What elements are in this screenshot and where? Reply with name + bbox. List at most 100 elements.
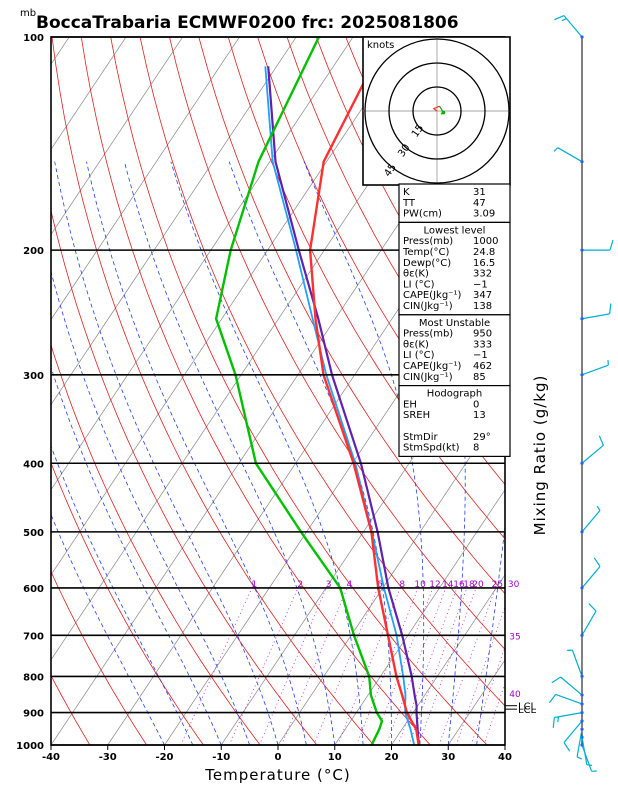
pressure-tick-label: 1000 [16,741,44,752]
mixing-ratio-label: 2 [297,580,303,590]
wind-level-dot [580,35,584,39]
mixing-ratio-line [180,587,253,745]
mixing-ratio-label: 8 [399,580,405,590]
wind-barb [571,649,583,677]
wind-barb-flag [554,15,565,21]
index-name: EH [403,399,417,410]
index-name: Temp(°C) [402,247,450,258]
index-name: PW(cm) [403,209,442,220]
wind-barb [576,729,583,757]
wind-level-dot [580,702,584,706]
wind-level-dot [580,160,584,164]
mixing-ratio-label: 6 [377,580,383,590]
mixing-ratio-label: 25 [492,580,503,590]
index-name: StmSpd(kt) [403,443,460,454]
index-name: CAPE(Jkg⁻¹) [403,361,461,372]
mixing-ratio-label: 1 [251,580,257,590]
mixing-ratio-line [372,587,434,745]
isotherm-line [51,37,354,491]
wind-barb-flag [593,557,601,567]
index-name: Press(mb) [403,329,453,340]
pressure-unit-label: mb [20,8,36,19]
wind-level-dot [580,719,584,723]
wind-barb-flag [576,756,583,760]
moist-adiabat-line [170,161,364,745]
isotherm-line [51,37,70,65]
mixing-ratio-label: 4 [347,580,353,590]
moist-adiabat-line [51,444,194,745]
mixing-ratio-label: 18 [463,580,475,590]
moist-adiabat-line [86,161,307,745]
wind-barb-flag [548,694,557,704]
isotherm-line [504,744,505,745]
moist-adiabat-line [303,161,425,745]
mixing-ratio-label: 30 [508,580,520,590]
mixing-ratio-label: 35 [509,632,520,642]
x-axis-label: Temperature (°C) [204,766,350,784]
mixing-ratio-line [259,587,327,745]
isotherm-line [51,37,127,151]
index-value: 1000 [473,236,498,247]
pressure-tick-label: 400 [23,459,44,470]
lcl-label: LCL [518,702,537,713]
index-value: 29° [473,432,491,443]
mixing-ratio-label: 12 [429,580,440,590]
index-section [398,385,511,458]
wind-level-dot [580,674,584,678]
mixing-ratio-line [483,682,505,745]
wind-barb-flag [609,239,614,251]
mixing-ratio-line [281,587,348,745]
index-value: 3.09 [473,209,495,220]
index-section [398,183,511,224]
dry-adiabat-line [51,461,204,745]
isotherm-line [334,489,505,745]
index-value: 462 [473,361,492,372]
dry-adiabat-line [590,5,618,760]
mixing-ratio-label: 20 [472,580,484,590]
wind-barb [557,147,583,163]
wind-barb-flag [553,147,559,152]
index-section-header: Lowest level [424,225,486,236]
wind-barb [581,744,593,772]
index-value: −1 [473,350,488,361]
x-tick-label: 40 [498,752,512,763]
mixing-ratio-label: 3 [326,580,332,590]
index-name: θε(K) [403,339,429,350]
moist-adiabat-line [51,366,222,745]
mixing-ratio-line [470,645,505,745]
wind-barb [581,610,597,636]
moist-adiabat-line [54,161,279,745]
index-name: Dewp(°C) [403,258,451,269]
wind-barb-flag [598,435,604,446]
mixing-ratio-label: 40 [509,690,521,700]
mixing-ratio-axis-label: Mixing Ratio (g/kg) [531,375,549,536]
index-value: 31 [473,187,486,198]
dry-adiabat-line [198,37,505,595]
moist-adiabat-line [124,161,336,745]
wind-barb [581,444,604,464]
wind-barb [581,566,601,589]
index-value: 13 [473,410,486,421]
pressure-tick-label: 500 [23,528,44,539]
isotherm-line [0,5,34,760]
pressure-tick-label: 600 [23,584,44,595]
wind-level-dot [580,317,584,321]
index-value: 47 [473,198,486,209]
isotherm-line [51,37,297,406]
index-name: LI (°C) [403,279,435,290]
wind-level-dot [580,586,584,590]
dry-adiabat-line [80,37,431,745]
isotherm-line [107,148,505,745]
mixing-ratio-line [455,605,505,745]
x-tick-label: 10 [328,752,342,763]
wind-barb [554,712,583,719]
parcel-profile-line [267,66,420,745]
mixing-ratio-line [356,587,419,745]
dry-adiabat-line [51,343,261,745]
wind-barb-flag [596,505,601,511]
index-section-header: Hodograph [427,389,482,400]
